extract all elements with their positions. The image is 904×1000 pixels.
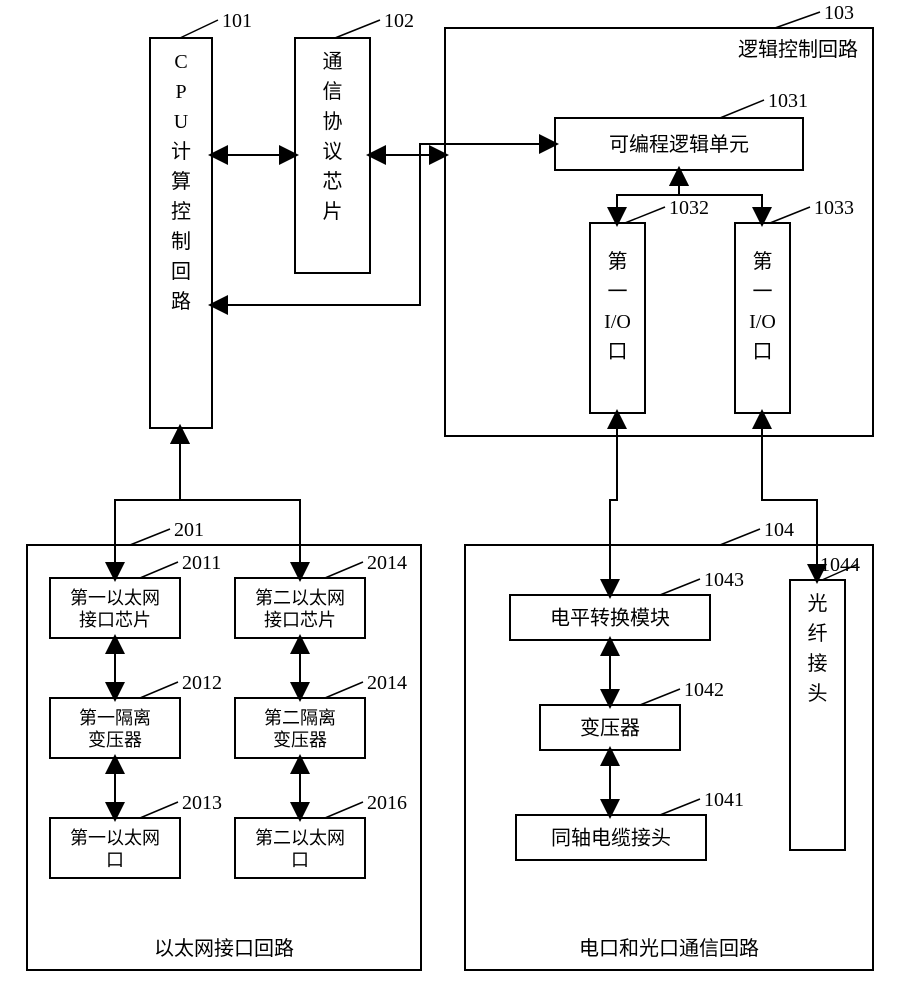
ref-104: 104 <box>764 519 794 541</box>
label-b201: 以太网接口回路 <box>154 937 294 960</box>
ref-1041: 1041 <box>704 789 744 811</box>
box-b1044 <box>790 580 845 850</box>
label-b1031: 可编程逻辑单元 <box>609 133 749 156</box>
ref-2013: 2013 <box>182 792 222 814</box>
leader-0 <box>180 20 218 38</box>
label-b1042: 变压器 <box>580 717 640 740</box>
label-b1043: 电平转换模块 <box>550 607 670 630</box>
ref-1043: 1043 <box>704 569 744 591</box>
ref-2012: 2012 <box>182 672 222 694</box>
ref-2011: 2011 <box>182 552 221 574</box>
ref-1031: 1031 <box>768 90 808 112</box>
ref-101: 101 <box>222 10 252 32</box>
leader-13 <box>720 529 760 545</box>
ref-2016: 2016 <box>367 792 407 814</box>
ref-2014: 2014 <box>367 552 407 574</box>
ref-2014: 2014 <box>367 672 407 694</box>
label-b1041: 同轴电缆接头 <box>551 827 671 850</box>
ref-1042: 1042 <box>684 679 724 701</box>
box-b103 <box>445 28 873 436</box>
diagram-canvas: CPU计算控制回路通信协议芯片逻辑控制回路可编程逻辑单元第一I/O口第一I/O口… <box>0 0 904 1000</box>
ref-1033: 1033 <box>814 197 854 219</box>
ref-103: 103 <box>824 2 854 24</box>
leader-6 <box>130 529 170 545</box>
leader-1 <box>335 20 380 38</box>
label-b104: 电口和光口通信回路 <box>579 937 759 960</box>
label-b103: 逻辑控制回路 <box>738 38 858 61</box>
leader-2 <box>775 12 820 28</box>
ref-201: 201 <box>174 519 204 541</box>
ref-1032: 1032 <box>669 197 709 219</box>
ref-102: 102 <box>384 10 414 32</box>
ref-1044: 1044 <box>820 554 860 576</box>
